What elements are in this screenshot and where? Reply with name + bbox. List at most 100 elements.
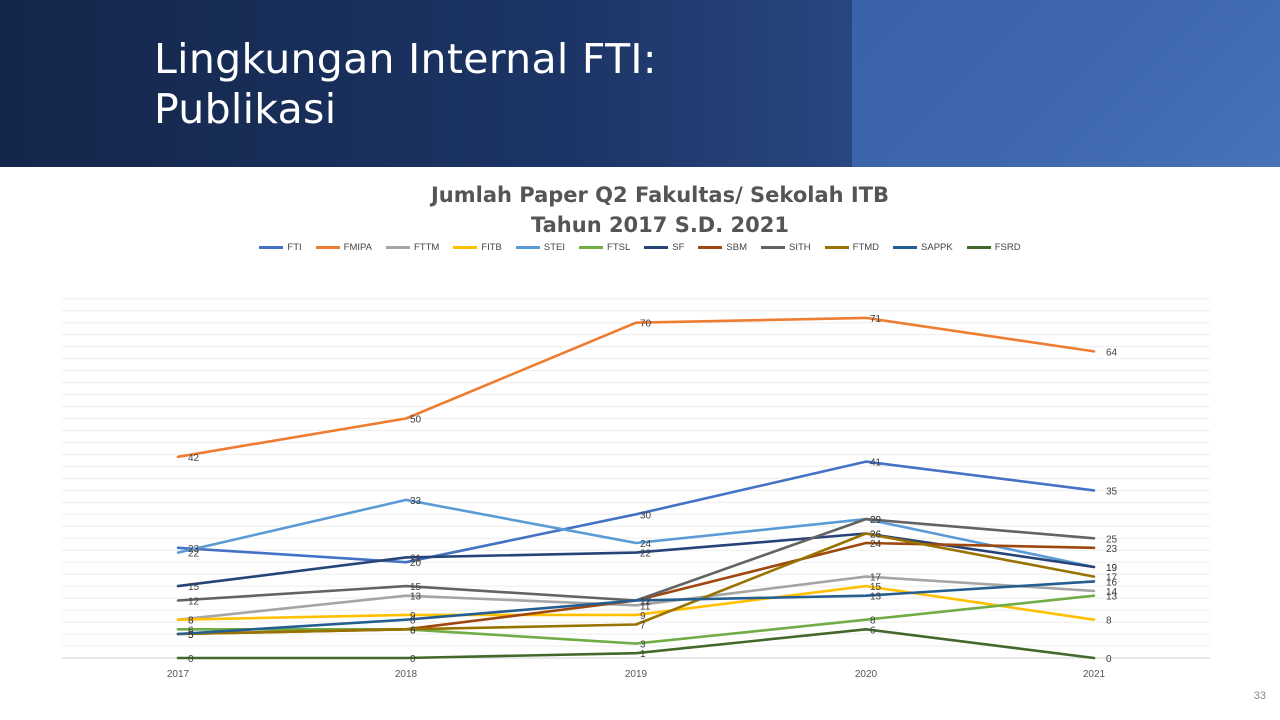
chart-title-line2: Tahun 2017 S.D. 2021	[531, 213, 789, 237]
data-label: 41	[870, 458, 882, 469]
data-label: 50	[410, 415, 422, 426]
data-label: 23	[188, 544, 200, 555]
data-label: 70	[640, 319, 652, 330]
data-label: 6	[410, 625, 416, 636]
data-label: 33	[410, 496, 422, 507]
data-label: 15	[870, 582, 882, 593]
data-label: 8	[188, 616, 194, 627]
data-label: 6	[410, 625, 416, 636]
data-label: 17	[870, 573, 882, 584]
slide-title-line2: Publikasi	[154, 85, 337, 133]
data-label: 6	[870, 625, 876, 636]
series-line-fmipa	[176, 316, 1096, 459]
data-label: 21	[410, 553, 422, 564]
legend-item-ftmd: FTMD	[824, 242, 879, 253]
slide-header: Lingkungan Internal FTI: Publikasi	[0, 0, 1280, 167]
data-label: 15	[188, 582, 200, 593]
series-line-fsrd	[176, 627, 1096, 660]
data-label: 23	[1106, 544, 1118, 555]
data-label: 19	[1106, 563, 1118, 574]
legend-swatch	[579, 245, 604, 249]
data-label: 12	[640, 597, 652, 608]
x-tick-label: 2019	[625, 669, 648, 680]
data-label: 26	[870, 530, 882, 541]
data-label: 13	[1106, 592, 1118, 603]
data-label: 22	[188, 549, 200, 560]
data-label: 3	[640, 640, 646, 651]
data-label: 14	[1106, 587, 1118, 598]
data-label: 6	[410, 625, 416, 636]
legend-label: SAPPK	[921, 241, 953, 253]
chart-title-line1: Jumlah Paper Q2 Fakultas/ Sekolah ITB	[430, 183, 890, 207]
data-label: 15	[410, 582, 422, 593]
x-tick-label: 2017	[167, 669, 190, 680]
data-label: 25	[1106, 534, 1118, 545]
legend-label: FMIPA	[343, 241, 372, 253]
series-line-fttm	[176, 575, 1096, 622]
legend-swatch	[385, 245, 410, 249]
data-label: 71	[870, 314, 882, 325]
legend-item-sappk: SAPPK	[893, 242, 953, 253]
data-label: 13	[870, 592, 882, 603]
data-label: 35	[1106, 486, 1118, 497]
data-label: 9	[410, 611, 416, 622]
legend-label: SITH	[789, 241, 811, 253]
legend-swatch	[644, 245, 669, 249]
data-label: 12	[188, 597, 200, 608]
data-label: 13	[410, 592, 422, 603]
data-label: 17	[1106, 573, 1118, 584]
data-label: 9	[640, 611, 646, 622]
legend-item-fttm: FTTM	[385, 241, 440, 253]
series-line-ftsl	[176, 594, 1096, 645]
data-label: 0	[410, 654, 416, 665]
legend-swatch	[453, 245, 478, 249]
data-label: 0	[188, 654, 194, 665]
legend-swatch	[761, 245, 785, 249]
legend-swatch	[698, 245, 723, 249]
data-label: 64	[1106, 347, 1118, 358]
data-label: 12	[640, 597, 652, 608]
legend-label: FSRD	[994, 241, 1021, 253]
data-label: 24	[640, 539, 652, 550]
legend-swatch	[315, 245, 340, 249]
slide-title-line1: Lingkungan Internal FTI:	[154, 35, 657, 83]
legend-label: STEI	[543, 241, 566, 253]
series-line-stei	[176, 498, 1096, 569]
slide-title: Lingkungan Internal FTI: Publikasi	[154, 34, 814, 134]
series-line-fti	[176, 460, 1096, 564]
legend-swatch	[966, 245, 991, 249]
legend-item-sf: SF	[644, 242, 684, 253]
data-label: 12	[640, 597, 652, 608]
chart-title: Jumlah Paper Q2 Fakultas/ Sekolah ITB Ta…	[340, 180, 980, 240]
legend-item-fti: FTI	[259, 242, 302, 253]
data-label: 8	[410, 616, 416, 627]
legend-swatch	[893, 245, 918, 249]
series-line-sappk	[176, 580, 1096, 636]
data-label: 26	[870, 530, 882, 541]
data-label: 7	[640, 621, 646, 632]
series-line-sf	[176, 532, 1096, 588]
legend-label: FTTM	[413, 241, 440, 253]
data-label: 6	[188, 625, 194, 636]
legend-label: SBM	[726, 241, 747, 253]
data-label: 24	[870, 539, 882, 550]
legend-item-fmipa: FMIPA	[315, 241, 372, 253]
legend-label: SF	[672, 241, 685, 253]
header-accent-panel	[852, 0, 1280, 167]
data-label: 42	[188, 453, 200, 464]
data-label: 29	[870, 515, 882, 526]
data-label: 5	[188, 630, 194, 641]
data-label: 8	[870, 616, 876, 627]
legend-item-fitb: FITB	[453, 242, 502, 253]
legend-swatch	[824, 245, 849, 249]
data-label: 22	[640, 549, 652, 560]
data-label: 30	[640, 510, 652, 521]
legend-item-stei: STEI	[515, 241, 566, 253]
legend-item-sith: SITH	[761, 242, 811, 253]
chart-legend: FTI FMIPA FTTM FITB STEI FTSL SF SBM SITH FTMD SAP…	[0, 239, 1280, 255]
data-label: 0	[1106, 654, 1112, 665]
x-tick-label: 2018	[395, 669, 418, 680]
data-label: 11	[640, 601, 651, 612]
legend-swatch	[515, 245, 540, 249]
